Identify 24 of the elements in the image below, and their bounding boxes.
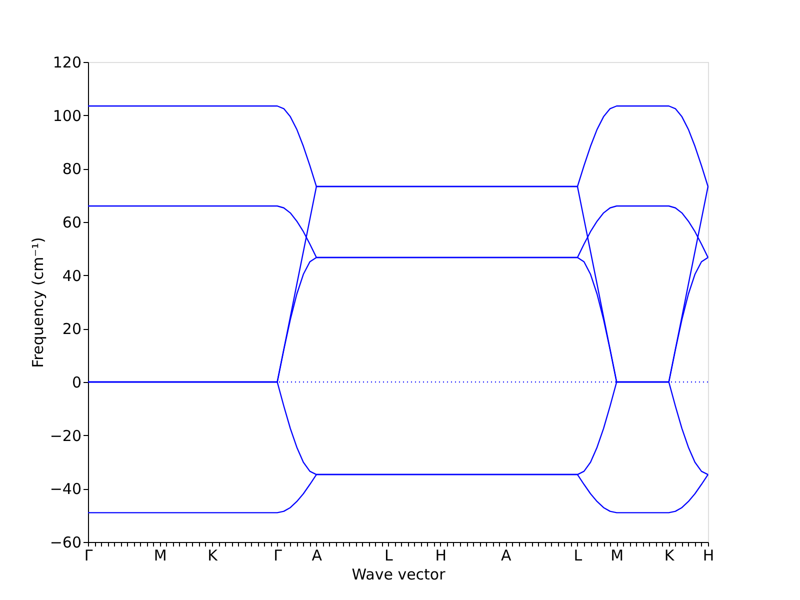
y-tick-label: 40	[62, 266, 82, 285]
x-tick-label: K	[208, 546, 219, 564]
x-tick-label: L	[574, 546, 583, 564]
y-tick-label: 20	[62, 320, 82, 338]
x-tick-label: Γ	[274, 546, 283, 564]
x-tick-label: L	[384, 546, 394, 564]
y-axis-title: Frequency (cm⁻¹)	[28, 237, 47, 368]
x-tick-label: H	[435, 546, 447, 564]
y-tick-label: 100	[52, 106, 82, 125]
y-tick-label: 80	[62, 160, 82, 178]
x-tick-label: K	[664, 546, 676, 564]
y-tick-label: −20	[50, 426, 82, 445]
x-tick-label: A	[501, 546, 512, 564]
y-tick-label: −60	[50, 534, 82, 552]
x-tick-label: H	[702, 546, 714, 564]
x-axis-title: Wave vector	[352, 566, 446, 584]
x-tick-label: A	[312, 546, 323, 564]
y-tick-label: 60	[62, 214, 82, 232]
x-tick-label: M	[610, 546, 624, 564]
y-tick-label: 120	[52, 54, 82, 72]
y-tick-label: −40	[50, 480, 82, 498]
x-tick-label: M	[154, 546, 167, 564]
x-tick-label: Γ	[84, 546, 94, 564]
y-tick-label: 0	[72, 374, 82, 392]
